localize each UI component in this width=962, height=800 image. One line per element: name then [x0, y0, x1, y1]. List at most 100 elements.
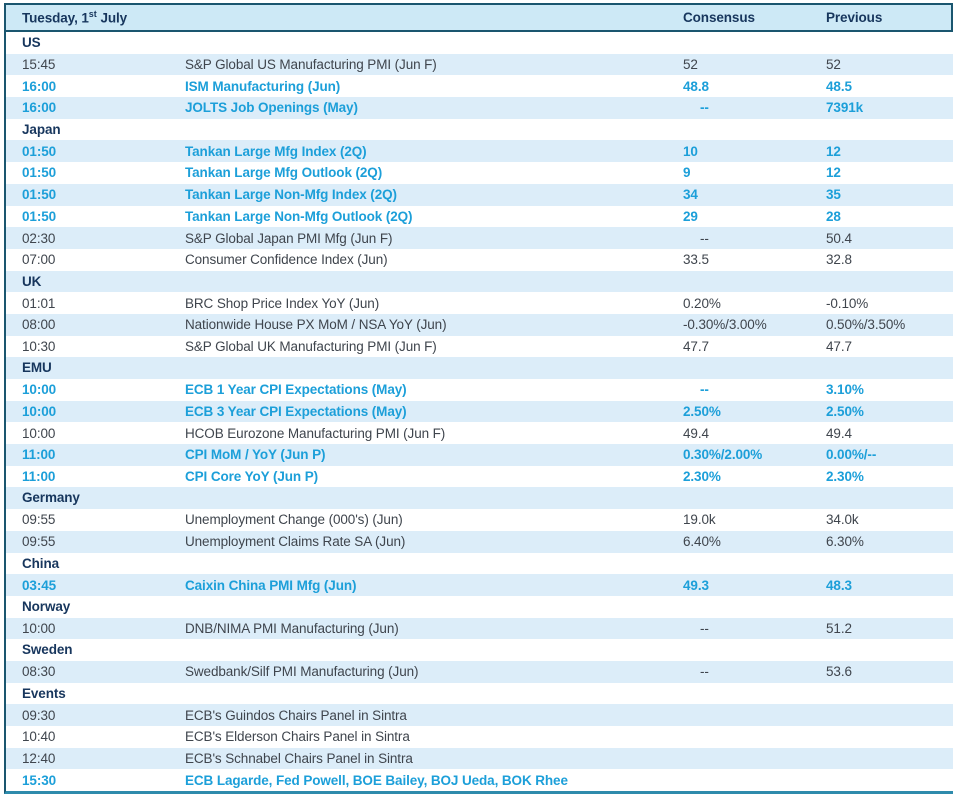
event-row: 02:30 S&P Global Japan PMI Mfg (Jun F) -- 5… [6, 227, 953, 249]
section-name: China [22, 555, 60, 571]
section-name: Norway [22, 598, 71, 614]
event-name: ECB's Schnabel Chairs Panel in Sintra [185, 751, 413, 767]
event-consensus: -- [700, 382, 709, 398]
event-time: 15:45 [22, 57, 56, 73]
event-consensus: -- [700, 620, 709, 636]
event-previous: 52 [826, 57, 841, 73]
event-name: HCOB Eurozone Manufacturing PMI (Jun F) [185, 425, 446, 441]
section-name: Germany [22, 490, 80, 506]
event-previous: 28 [826, 208, 841, 224]
event-time: 09:55 [22, 534, 56, 550]
event-consensus: -- [700, 230, 709, 246]
event-consensus: 10 [683, 143, 698, 159]
event-row: 10:00 HCOB Eurozone Manufacturing PMI (Ju… [6, 422, 953, 444]
event-consensus: 49.4 [683, 425, 709, 441]
event-consensus: 19.0k [683, 512, 716, 528]
event-time: 16:00 [22, 100, 57, 116]
event-time: 09:55 [22, 512, 56, 528]
event-previous: 6.30% [826, 534, 864, 550]
event-time: 08:30 [22, 664, 56, 680]
event-name: ISM Manufacturing (Jun) [185, 78, 341, 94]
event-name: S&P Global US Manufacturing PMI (Jun F) [185, 57, 437, 73]
event-consensus: 2.30% [683, 469, 721, 485]
section-header-row: Events [6, 683, 953, 705]
event-previous: -0.10% [826, 295, 869, 311]
event-row: 10:00 DNB/NIMA PMI Manufacturing (Jun) -- 5… [6, 617, 953, 640]
event-consensus: -- [700, 664, 709, 680]
event-row: 01:50 Tankan Large Mfg Outlook (2Q) 9 12 [6, 162, 953, 184]
event-time: 10:40 [22, 729, 56, 745]
event-time: 02:30 [22, 230, 56, 246]
event-name: ECB 1 Year CPI Expectations (May) [185, 382, 407, 398]
event-row: 01:50 Tankan Large Non-Mfg Index (2Q) 34 35 [6, 183, 953, 206]
event-consensus: -- [700, 100, 709, 116]
section-header-row: EMU [6, 357, 953, 379]
event-consensus: 47.7 [683, 338, 709, 354]
event-time: 07:00 [22, 252, 56, 268]
event-row: 09:55 Unemployment Claims Rate SA (Jun) 6.… [6, 530, 953, 553]
event-previous: 50.4 [826, 230, 852, 246]
event-time: 10:00 [22, 620, 56, 636]
economic-calendar-table: Tuesday, 1st July Consensus Previous US 1… [4, 3, 953, 795]
event-time: 03:45 [22, 577, 57, 593]
event-row: 01:50 Tankan Large Non-Mfg Outlook (2Q) 29… [6, 206, 953, 228]
event-name: ECB 3 Year CPI Expectations (May) [185, 404, 407, 420]
section-name: EMU [22, 360, 52, 376]
event-consensus: 29 [683, 208, 698, 224]
event-name: Tankan Large Mfg Index (2Q) [185, 143, 367, 159]
event-consensus: 0.30%/2.00% [683, 447, 763, 463]
event-consensus: 49.3 [683, 577, 709, 593]
section-header-row: UK [6, 270, 953, 293]
section-header-row: Norway [6, 596, 953, 618]
event-row: 11:00 CPI Core YoY (Jun P) 2.30% 2.30% [6, 466, 953, 488]
event-name: ECB's Elderson Chairs Panel in Sintra [185, 729, 410, 745]
event-row: 09:30 ECB's Guindos Chairs Panel in Sintr… [6, 704, 953, 726]
event-time: 10:00 [22, 425, 56, 441]
event-consensus: 2.50% [683, 404, 721, 420]
event-consensus: 0.20% [683, 295, 721, 311]
event-row: 01:01 BRC Shop Price Index YoY (Jun) 0.20%… [6, 292, 953, 314]
event-time: 10:00 [22, 382, 57, 398]
section-header-row: US [6, 32, 953, 54]
calendar-body: US 15:45 S&P Global US Manufacturing PMI (… [4, 32, 953, 795]
event-row: 10:00 ECB 1 Year CPI Expectations (May) --… [6, 379, 953, 401]
event-row: 16:00 JOLTS Job Openings (May) -- 7391k [6, 97, 953, 119]
event-time: 10:30 [22, 338, 56, 354]
event-previous: 32.8 [826, 252, 852, 268]
event-previous: 53.6 [826, 664, 852, 680]
event-previous: 2.30% [826, 469, 864, 485]
event-previous: 47.7 [826, 338, 852, 354]
event-row: 15:45 S&P Global US Manufacturing PMI (Ju… [6, 53, 953, 76]
event-name: Tankan Large Mfg Outlook (2Q) [185, 165, 383, 181]
section-header-row: Japan [6, 119, 953, 141]
event-previous: 35 [826, 187, 841, 203]
event-time: 01:01 [22, 295, 56, 311]
event-consensus: 9 [683, 165, 691, 181]
event-previous: 3.10% [826, 382, 864, 398]
event-time: 09:30 [22, 707, 56, 723]
event-name: Unemployment Change (000's) (Jun) [185, 512, 403, 528]
event-previous: 0.00%/-- [826, 447, 877, 463]
event-row: 07:00 Consumer Confidence Index (Jun) 33.5… [6, 249, 953, 271]
event-name: Tankan Large Non-Mfg Outlook (2Q) [185, 208, 413, 224]
event-row: 10:30 S&P Global UK Manufacturing PMI (Ju… [6, 336, 953, 358]
event-previous: 34.0k [826, 512, 859, 528]
event-consensus: 48.8 [683, 78, 709, 94]
event-name: DNB/NIMA PMI Manufacturing (Jun) [185, 620, 399, 636]
event-row: 16:00 ISM Manufacturing (Jun) 48.8 48.5 [6, 75, 953, 97]
event-name: ECB's Guindos Chairs Panel in Sintra [185, 707, 407, 723]
event-previous: 48.5 [826, 78, 852, 94]
event-time: 11:00 [22, 447, 56, 463]
event-consensus: 33.5 [683, 252, 709, 268]
section-name: UK [22, 273, 42, 289]
event-previous: 51.2 [826, 620, 852, 636]
section-header-row: Sweden [6, 639, 953, 661]
event-row: 15:30 ECB Lagarde, Fed Powell, BOE Bailey… [6, 769, 953, 791]
event-consensus: 34 [683, 187, 698, 203]
event-name: Caixin China PMI Mfg (Jun) [185, 577, 357, 593]
event-row: 10:00 ECB 3 Year CPI Expectations (May) 2.… [6, 400, 953, 423]
event-time: 11:00 [22, 469, 56, 485]
event-row: 11:00 CPI MoM / YoY (Jun P) 0.30%/2.00% 0.0… [6, 444, 953, 466]
event-name: Swedbank/Silf PMI Manufacturing (Jun) [185, 664, 419, 680]
event-previous: 7391k [826, 100, 864, 116]
